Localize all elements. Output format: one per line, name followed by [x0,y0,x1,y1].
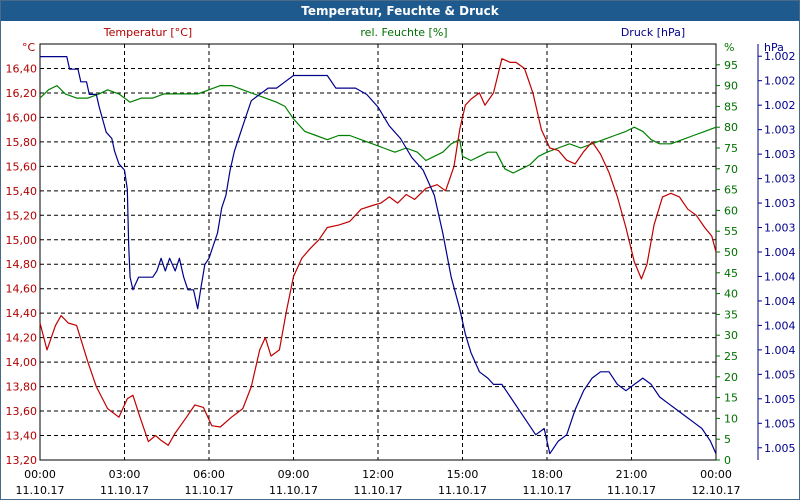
humidity-header: rel. Feuchte [%] [360,26,447,39]
temperature-tick: 14,80 [6,258,38,271]
humidity-tick: 15 [724,392,738,405]
x-tick-date: 11.10.17 [354,484,403,497]
humidity-unit-label: % [724,41,734,54]
x-tick-date: 12.10.17 [692,484,741,497]
pressure-tick: 1.005 [764,393,796,406]
x-tick-time: 18:00 [531,468,563,481]
pressure-tick: 1.002 [764,75,796,88]
pressure-tick: 1.003 [764,148,796,161]
x-tick-time: 06:00 [193,468,225,481]
temperature-tick: 13,20 [6,454,38,467]
x-tick-date: 11.10.17 [185,484,234,497]
time-axis: 00:00 11.10.17 03:00 11.10.17 06:00 11.10.17 0… [16,468,741,497]
humidity-tick: 70 [724,163,738,176]
pressure-tick: 1.004 [764,270,796,283]
pressure-tick: 1.005 [764,442,796,455]
series-lines [39,56,717,455]
x-tick-date: 11.10.17 [523,484,572,497]
humidity-tick: 10 [724,412,738,425]
humidity-tick: 45 [724,267,738,280]
humidity-axis: 0 5 10 15 20 25 30 35 40 45 50 55 60 65 70 75 80 85 90 95 [716,59,738,467]
pressure-series-line [40,56,717,455]
humidity-tick: 20 [724,371,738,384]
temperature-tick: 16,20 [6,87,38,100]
pressure-header: Druck [hPa] [621,26,685,39]
humidity-tick: 65 [724,184,738,197]
humidity-tick: 30 [724,329,738,342]
temperature-tick: 13,80 [6,381,38,394]
temperature-tick: 14,60 [6,283,38,296]
humidity-series-line [39,85,717,174]
pressure-tick: 1.004 [764,295,796,308]
humidity-tick: 60 [724,204,738,217]
pressure-tick: 1.004 [764,344,796,357]
temperature-tick: 13,40 [6,430,38,443]
pressure-tick: 1.002 [764,99,796,112]
x-tick-date: 11.10.17 [100,484,149,497]
x-tick-time: 21:00 [616,468,648,481]
x-tick-time: 00:00 [700,468,732,481]
pressure-tick: 1.005 [764,417,796,430]
temperature-tick: 15,80 [6,136,38,149]
pressure-tick: 1.003 [764,173,796,186]
humidity-tick: 40 [724,288,738,301]
humidity-tick: 85 [724,100,738,113]
humidity-tick: 75 [724,142,738,155]
pressure-tick: 1.003 [764,197,796,210]
x-tick-date: 11.10.17 [16,484,65,497]
x-tick-time: 09:00 [278,468,310,481]
temperature-tick: 15,40 [6,185,38,198]
x-tick-time: 00:00 [24,468,56,481]
temperature-unit-label: °C [22,41,36,54]
pressure-tick: 1.005 [764,368,796,381]
humidity-tick: 90 [724,80,738,93]
x-tick-time: 15:00 [447,468,479,481]
pressure-tick: 1.003 [764,124,796,137]
temperature-tick: 14,00 [6,356,38,369]
temperature-tick: 14,20 [6,332,38,345]
temperature-tick: 15,00 [6,234,38,247]
temperature-tick: 16,40 [6,62,38,75]
x-tick-date: 11.10.17 [438,484,487,497]
humidity-tick: 95 [724,59,738,72]
humidity-tick: 55 [724,225,738,238]
temperature-tick: 14,40 [6,307,38,320]
temperature-tick: 15,60 [6,160,38,173]
temperature-header: Temperatur [°C] [103,26,192,39]
temperature-tick: 15,20 [6,209,38,222]
pressure-tick: 1.003 [764,222,796,235]
grid [39,43,717,461]
temperature-series-line [39,58,717,446]
humidity-tick: 0 [724,454,731,467]
temperature-tick: 16,00 [6,111,38,124]
humidity-tick: 5 [724,433,731,446]
pressure-tick: 1.002 [764,50,796,63]
x-tick-date: 11.10.17 [607,484,656,497]
humidity-tick: 80 [724,121,738,134]
chart-title: Temperatur, Feuchte & Druck [1,1,799,21]
humidity-tick: 50 [724,246,738,259]
temperature-axis: 13,20 13,40 13,60 13,80 14,00 14,20 14,40 14,60… [6,62,38,467]
pressure-tick: 1.004 [764,246,796,259]
x-tick-time: 12:00 [362,468,394,481]
x-tick-date: 11.10.17 [269,484,318,497]
pressure-tick: 1.004 [764,319,796,332]
pressure-unit-label: hPa [764,41,784,54]
x-tick-time: 03:00 [109,468,141,481]
temperature-tick: 13,60 [6,405,38,418]
humidity-tick: 25 [724,350,738,363]
pressure-axis: 1.002 1.002 1.002 1.003 1.003 1.003 1.003 1.003… [757,44,796,460]
humidity-tick: 35 [724,308,738,321]
